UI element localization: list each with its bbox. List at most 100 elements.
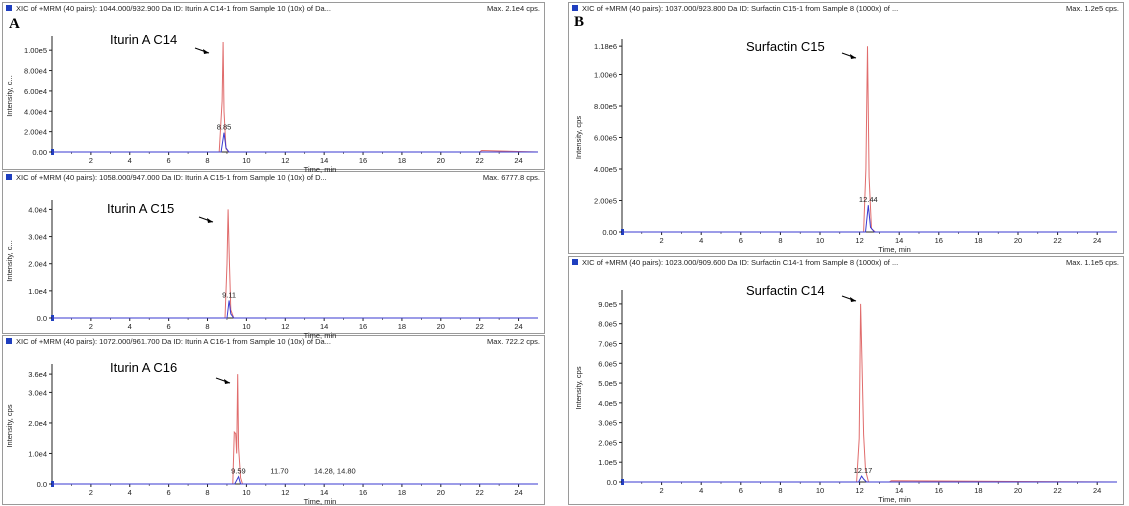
peak-annotation: Iturin A C16 (110, 360, 177, 375)
x-tick-label: 10 (816, 236, 824, 245)
x-tick-label: 6 (167, 322, 171, 331)
x-tick-label: 16 (935, 236, 943, 245)
x-tick-label: 20 (1014, 486, 1022, 495)
panel-header: XIC of +MRM (40 pairs): 1058.000/947.000… (3, 172, 544, 184)
header-max: Max. 6777.8 cps. (482, 173, 540, 182)
series-line-blue (52, 300, 538, 319)
panel-letter-a: A (9, 16, 20, 32)
y-tick-label: 5.0e5 (598, 379, 617, 388)
peak-label: 12.44 (859, 195, 878, 204)
x-tick-label: 14 (895, 236, 903, 245)
x-tick-label: 22 (476, 488, 484, 497)
peak-annotation: Surfactin C15 (746, 39, 825, 54)
x-tick-label: 10 (242, 156, 250, 165)
x-tick-label: 24 (1093, 486, 1101, 495)
series-marker-icon (6, 338, 12, 344)
panel-header: XIC of +MRM (40 pairs): 1072.000/961.700… (3, 336, 544, 348)
peak-annotation: Iturin A C15 (107, 201, 174, 216)
x-tick-label: 24 (514, 488, 522, 497)
panel-b-c14: XIC of +MRM (40 pairs): 1023.000/909.600… (568, 256, 1124, 505)
header-max: Max. 2.1e4 cps. (487, 4, 540, 13)
x-tick-label: 2 (89, 156, 93, 165)
y-tick-label: 3.6e4 (28, 370, 47, 379)
header-max: Max. 1.1e5 cps. (1066, 258, 1119, 267)
y-tick-label: 1.18e6 (594, 42, 617, 51)
y-tick-label: 4.0e4 (28, 205, 47, 214)
panel-letter-b: B (574, 14, 585, 30)
y-tick-label: 0.0 (37, 480, 47, 489)
x-tick-label: 8 (778, 486, 782, 495)
series-line-blue (52, 475, 538, 485)
x-tick-label: 12 (855, 236, 863, 245)
y-tick-label: 0.0 (607, 478, 617, 487)
y-tick-label: 8.00e4 (24, 67, 47, 76)
y-tick-label: 3.0e4 (28, 388, 47, 397)
x-tick-label: 18 (398, 322, 406, 331)
series-line-red (52, 374, 538, 485)
series-marker-icon (572, 5, 578, 11)
y-tick-label: 9.0e5 (598, 300, 617, 309)
series-line-red (52, 41, 539, 153)
y-axis-label: Intensity, c... (5, 75, 14, 117)
x-tick-label: 22 (1053, 486, 1061, 495)
x-axis-label: Time, min (304, 331, 337, 340)
peak-label: 9.59 (231, 467, 246, 476)
peak-label: 8.85 (217, 123, 232, 132)
x-tick-label: 10 (242, 488, 250, 497)
x-tick-label: 6 (739, 486, 743, 495)
y-tick-label: 2.0e4 (28, 260, 47, 269)
panel-a-c14: XIC of +MRM (40 pairs): 1044.000/932.900… (2, 2, 545, 170)
y-tick-label: 4.00e4 (24, 107, 47, 116)
y-axis-label: Intensity, cps (574, 366, 583, 409)
annotation-arrowhead (207, 218, 213, 223)
series-marker-icon (6, 174, 12, 180)
y-tick-label: 0.0 (37, 314, 47, 323)
peak-label: 9.11 (222, 290, 236, 299)
y-tick-label: 1.00e5 (24, 46, 47, 55)
header-title: XIC of +MRM (40 pairs): 1037.000/923.800… (582, 4, 899, 13)
x-tick-label: 20 (1014, 236, 1022, 245)
series-line-blue (52, 132, 538, 153)
x-tick-label: 18 (398, 488, 406, 497)
header-max: Max. 1.2e5 cps. (1066, 4, 1119, 13)
header-title: XIC of +MRM (40 pairs): 1044.000/932.900… (16, 4, 331, 13)
x-tick-label: 20 (437, 156, 445, 165)
x-tick-label: 10 (242, 322, 250, 331)
annotation-arrowhead (224, 379, 230, 384)
x-axis-label: Time, min (878, 245, 911, 254)
series-marker-icon (572, 259, 578, 265)
x-axis-label: Time, min (878, 495, 911, 504)
x-tick-label: 8 (205, 156, 209, 165)
x-tick-label: 20 (437, 488, 445, 497)
y-tick-label: 2.00e5 (594, 197, 617, 206)
x-tick-label: 22 (476, 322, 484, 331)
header-title: XIC of +MRM (40 pairs): 1023.000/909.600… (582, 258, 899, 267)
series-line-blue (622, 205, 1117, 233)
x-tick-label: 16 (359, 156, 367, 165)
y-tick-label: 3.0e5 (598, 419, 617, 428)
y-tick-label: 1.0e4 (28, 287, 47, 296)
x-tick-label: 2 (89, 488, 93, 497)
y-tick-label: 1.0e5 (598, 458, 617, 467)
series-marker-icon (6, 5, 12, 11)
peak-annotation: Iturin A C14 (110, 32, 177, 47)
x-tick-label: 4 (128, 322, 132, 331)
peak-label: 12.17 (854, 466, 873, 475)
x-tick-label: 18 (398, 156, 406, 165)
annotation-arrowhead (850, 297, 856, 302)
y-tick-label: 1.0e4 (28, 449, 47, 458)
y-axis-label: Intensity, cps (5, 404, 14, 447)
x-tick-label: 2 (89, 322, 93, 331)
panel-header: XIC of +MRM (40 pairs): 1023.000/909.600… (569, 257, 1123, 269)
x-tick-label: 24 (514, 156, 522, 165)
x-tick-label: 12 (281, 488, 289, 497)
series-line-red (622, 46, 1117, 233)
x-tick-label: 8 (205, 488, 209, 497)
x-tick-label: 6 (167, 488, 171, 497)
x-tick-label: 24 (1093, 236, 1101, 245)
peak-label: 14.28, 14.80 (314, 467, 356, 476)
x-tick-label: 12 (855, 486, 863, 495)
y-tick-label: 6.00e4 (24, 87, 47, 96)
panel-a-c15: XIC of +MRM (40 pairs): 1058.000/947.000… (2, 171, 545, 334)
x-tick-label: 12 (281, 322, 289, 331)
